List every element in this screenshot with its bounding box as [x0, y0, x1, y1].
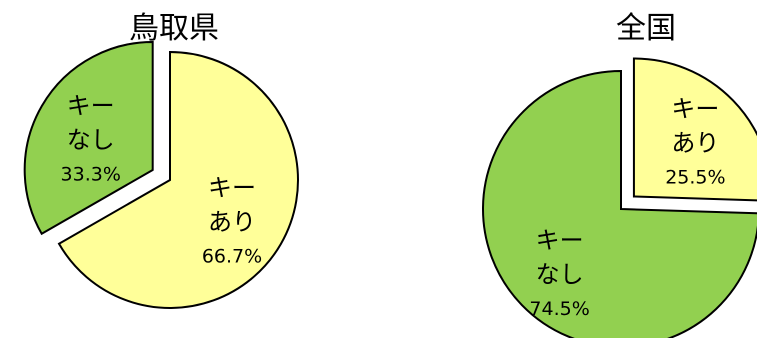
chart-title-national: 全国 [616, 11, 676, 46]
data-label-tottori-key-nashi-value: 33.3% [61, 164, 121, 186]
data-label-national-key-nashi-line-1: なし [536, 261, 584, 289]
chart-title-tottori: 鳥取県 [129, 11, 219, 46]
pie-slice-national-key-ari [632, 57, 757, 202]
pie-slice-tottori-key-ari [57, 50, 299, 309]
data-label-tottori-key-ari-value: 66.7% [202, 245, 262, 267]
data-label-tottori-key-ari-line-1: あり [208, 208, 256, 236]
data-label-tottori-key-nashi-line-1: なし [67, 126, 115, 154]
data-label-national-key-ari-line-0: キー [671, 95, 719, 123]
pie-slice-tottori-key-nashi [23, 40, 154, 236]
data-label-national-key-ari-line-1: あり [671, 129, 719, 157]
data-label-national-key-ari-value: 25.5% [665, 166, 725, 188]
data-label-tottori-key-nashi-line-0: キー [67, 92, 115, 120]
data-label-national-key-nashi-value: 74.5% [529, 298, 589, 320]
data-label-national-key-nashi-line-0: キー [536, 227, 584, 255]
data-label-tottori-key-ari-line-0: キー [208, 174, 256, 202]
pie-slice-national-key-nashi [482, 69, 757, 338]
